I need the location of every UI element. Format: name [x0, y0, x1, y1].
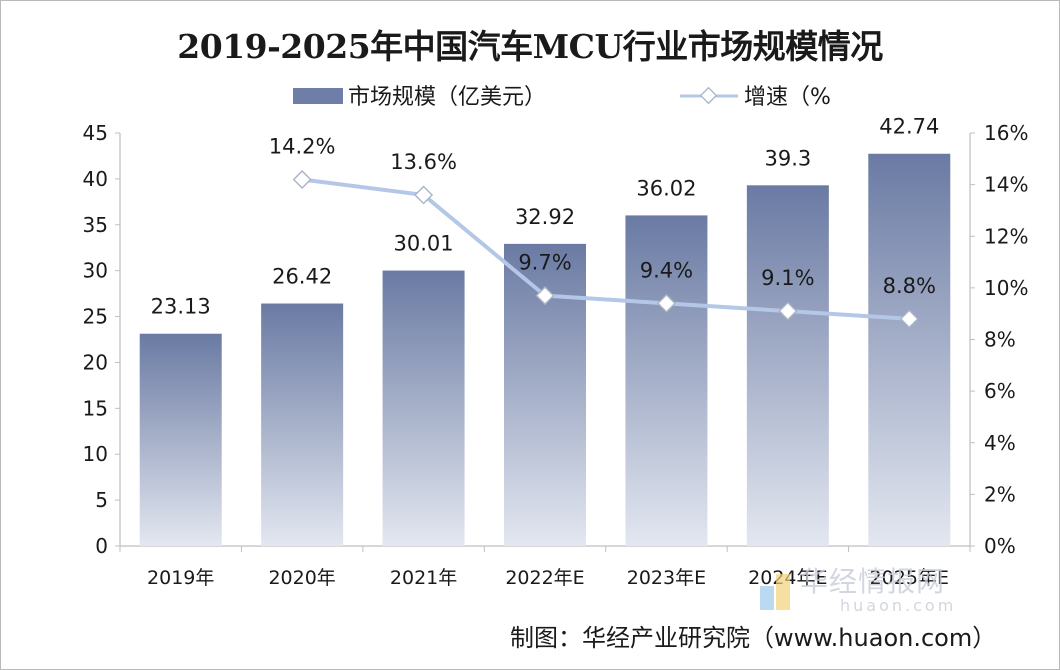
bar-value-label: 23.13 — [151, 295, 211, 319]
growth-value-label: 14.2% — [269, 134, 336, 158]
growth-value-label: 9.1% — [761, 266, 814, 290]
legend: 市场规模（亿美元） 增速（% — [293, 85, 831, 110]
bar-value-label: 30.01 — [394, 232, 454, 256]
legend-bar-label: 市场规模（亿美元） — [348, 85, 546, 110]
y-left-tick-label: 40 — [83, 167, 108, 191]
y-right-tick-label: 6% — [984, 379, 1016, 403]
x-tick-label: 2025年E — [870, 567, 949, 589]
growth-line-series — [292, 169, 919, 329]
growth-point — [535, 286, 555, 306]
y-left-tick-label: 20 — [83, 350, 108, 374]
x-tick-label: 2022年E — [505, 567, 584, 589]
y-right-tick-label: 8% — [984, 328, 1016, 352]
y-right-tick-label: 12% — [984, 224, 1028, 248]
growth-line — [301, 177, 910, 321]
bar — [746, 185, 829, 546]
bar-value-label: 32.92 — [515, 205, 575, 229]
chart-title: 2019-2025年中国汽车MCU行业市场规模情况 — [177, 27, 883, 66]
bar — [625, 215, 708, 546]
bar-value-labels: 23.13 26.42 30.01 32.92 36.02 39.3 42.74 — [151, 115, 940, 319]
bar-value-label: 26.42 — [272, 265, 332, 289]
growth-point — [899, 309, 919, 329]
legend-diamond-marker — [699, 86, 718, 105]
x-tick-label: 2023年E — [627, 567, 706, 589]
growth-point — [292, 169, 312, 189]
y-left-tick-label: 15 — [83, 396, 108, 420]
legend-bar-swatch — [293, 88, 343, 104]
x-tick-label: 2019年 — [147, 567, 214, 589]
y-right-tick-label: 14% — [984, 173, 1028, 197]
growth-point — [656, 293, 676, 313]
y-left-tick-label: 45 — [83, 121, 108, 145]
bar-series — [139, 153, 951, 547]
watermark-domain: huaon.com — [840, 596, 957, 615]
y-right-tick-label: 10% — [984, 276, 1028, 300]
y-left-tick-label: 5 — [95, 488, 108, 512]
y-left-tick-label: 10 — [83, 442, 108, 466]
bar — [868, 153, 951, 547]
y-left-tick-label: 25 — [83, 305, 108, 329]
growth-value-label: 9.4% — [640, 258, 693, 282]
watermark-name: 华经情报网 — [800, 565, 946, 598]
y-right-tick-label: 2% — [984, 482, 1016, 506]
legend-line-label: 增速（% — [744, 85, 831, 110]
bar-value-label: 42.74 — [879, 115, 939, 139]
growth-value-label: 8.8% — [883, 274, 936, 298]
bar — [382, 270, 465, 546]
growth-value-label: 9.7% — [518, 251, 571, 275]
y-left-tick-label: 35 — [83, 213, 108, 237]
source-credit: 制图：华经产业研究院（www.huaon.com） — [510, 624, 997, 652]
y-right-tick-label: 4% — [984, 431, 1016, 455]
bar — [139, 333, 222, 546]
y-left-tick-label: 0 — [95, 534, 108, 558]
bar-value-label: 39.3 — [764, 146, 811, 170]
bar — [261, 303, 344, 546]
growth-point — [414, 185, 434, 205]
growth-point — [778, 301, 798, 321]
bar-value-label: 36.02 — [636, 176, 696, 200]
y-left-tick-label: 30 — [83, 259, 108, 283]
x-tick-label: 2020年 — [268, 567, 335, 589]
growth-value-label: 13.6% — [390, 150, 457, 174]
growth-value-labels: 14.2% 13.6% 9.7% 9.4% 9.1% 8.8% — [269, 134, 936, 297]
y-right-tick-label: 0% — [984, 534, 1016, 558]
y-right-tick-label: 16% — [984, 121, 1028, 145]
watermark-logo-icon — [760, 574, 790, 610]
x-tick-label: 2021年 — [390, 567, 457, 589]
